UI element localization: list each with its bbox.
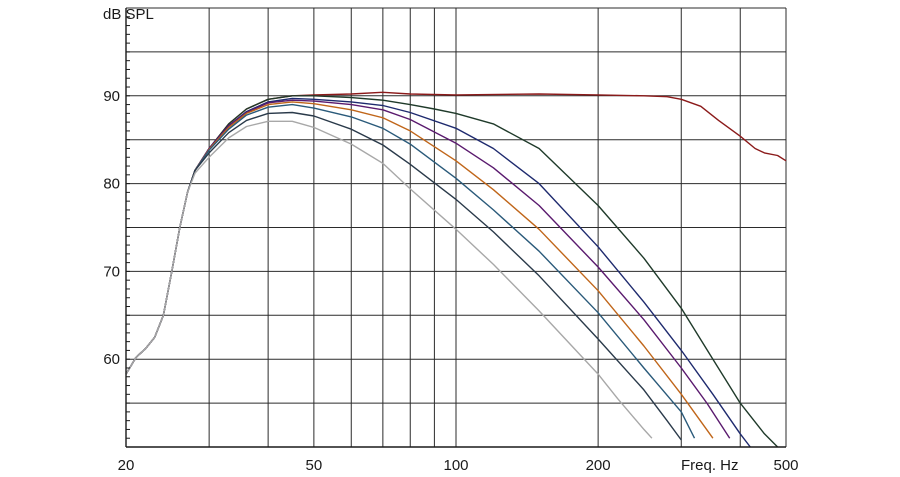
x-tick-label-50: 50 — [306, 457, 323, 474]
x-axis-title: Freq. Hz — [681, 457, 739, 474]
x-tick-label-500: 500 — [773, 457, 798, 474]
labels: dB SPL Freq. Hz 20 50 100 200 500 60 70 80 90 — [103, 6, 799, 474]
y-tick-label-70: 70 — [103, 263, 120, 280]
grid — [125, 7, 787, 448]
x-tick-label-200: 200 — [586, 457, 611, 474]
series-line-8 — [125, 120, 653, 439]
y-tick-label-80: 80 — [103, 176, 120, 193]
y-tick-label-60: 60 — [103, 351, 120, 368]
series-line-3 — [125, 97, 751, 448]
series-lines — [125, 91, 787, 448]
x-tick-label-100: 100 — [443, 457, 468, 474]
x-tick-label-20: 20 — [118, 457, 135, 474]
axes — [125, 8, 786, 448]
y-tick-label-90: 90 — [103, 88, 120, 105]
y-axis-title: dB SPL — [103, 6, 154, 23]
